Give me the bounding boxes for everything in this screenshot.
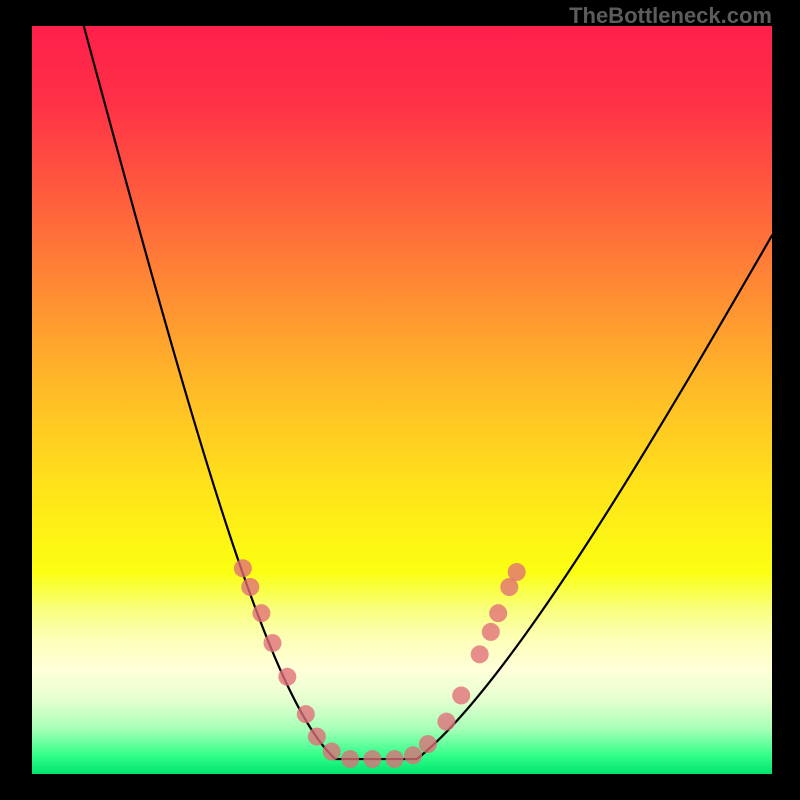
data-marker <box>264 634 282 652</box>
data-marker <box>471 645 489 663</box>
watermark-text: TheBottleneck.com <box>569 3 772 29</box>
data-marker <box>241 578 259 596</box>
data-marker <box>452 686 470 704</box>
data-marker <box>363 750 381 768</box>
data-marker <box>341 750 359 768</box>
data-marker <box>234 559 252 577</box>
data-marker <box>252 604 270 622</box>
data-marker <box>308 728 326 746</box>
data-marker <box>386 750 404 768</box>
data-marker <box>437 713 455 731</box>
chart-frame: TheBottleneck.com <box>0 0 800 800</box>
plot-area <box>32 26 772 774</box>
plot-background <box>32 26 772 774</box>
data-marker <box>297 705 315 723</box>
data-marker <box>419 735 437 753</box>
data-marker <box>323 743 341 761</box>
data-marker <box>508 563 526 581</box>
data-marker <box>489 604 507 622</box>
data-marker <box>404 746 422 764</box>
data-marker <box>278 668 296 686</box>
plot-svg <box>32 26 772 774</box>
data-marker <box>482 623 500 641</box>
